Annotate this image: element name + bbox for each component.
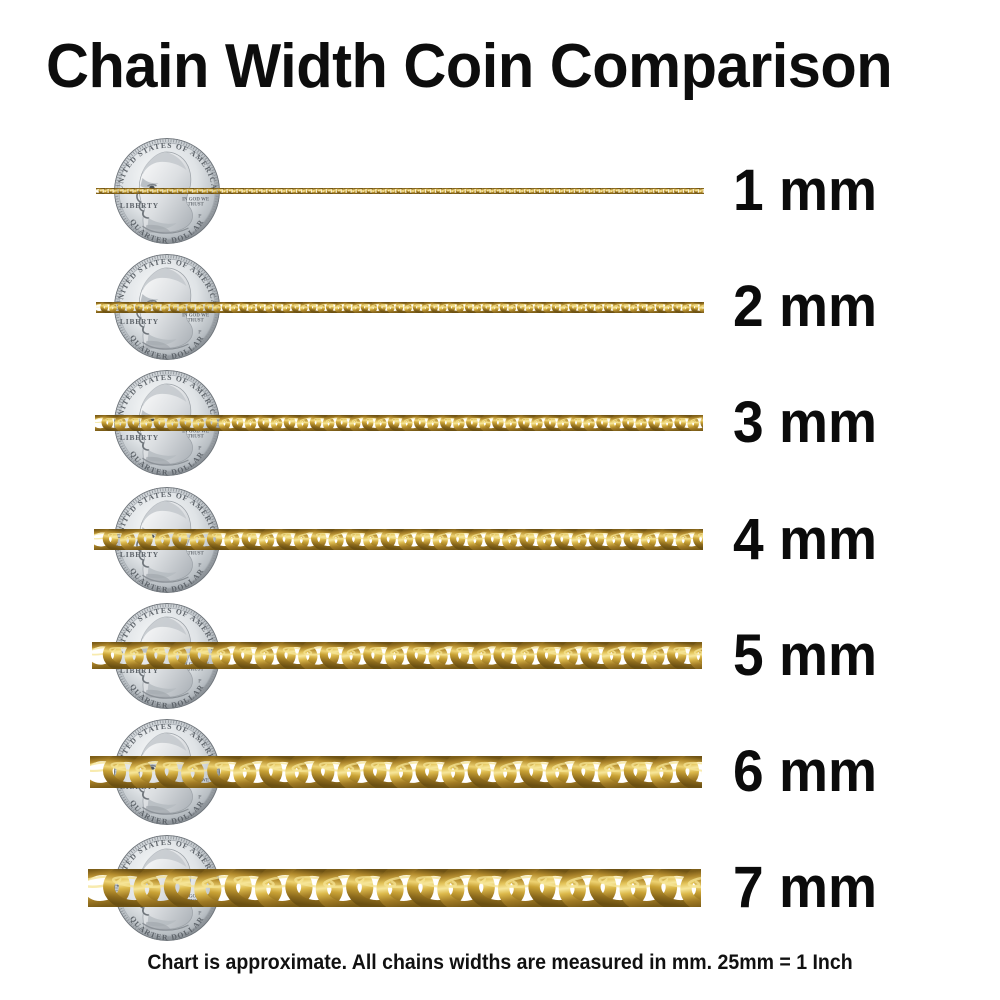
chain-sample-4mm bbox=[94, 529, 703, 551]
chain-row-1mm: UNITED STATES OF AMERICA QUARTER DOLLAR … bbox=[0, 138, 1000, 254]
svg-text:IN GOD WE: IN GOD WE bbox=[182, 198, 209, 203]
chain-width-label-4mm: 4 mm bbox=[733, 506, 877, 572]
chain-width-label-7mm: 7 mm bbox=[733, 855, 877, 921]
chain-width-label-1mm: 1 mm bbox=[733, 158, 877, 223]
svg-text:LIBERTY: LIBERTY bbox=[120, 666, 159, 675]
svg-text:P: P bbox=[198, 911, 202, 917]
svg-text:TRUST: TRUST bbox=[188, 318, 205, 323]
svg-text:IN GOD WE: IN GOD WE bbox=[182, 430, 209, 435]
svg-text:LIBERTY: LIBERTY bbox=[120, 201, 159, 210]
chain-sample-2mm bbox=[96, 301, 704, 313]
svg-text:P: P bbox=[198, 446, 202, 452]
svg-text:IN GOD WE: IN GOD WE bbox=[182, 895, 209, 900]
page-title: Chain Width Coin Comparison bbox=[46, 32, 893, 101]
chain-sample-6mm bbox=[90, 756, 702, 788]
chain-sample-1mm bbox=[96, 188, 704, 194]
svg-text:P: P bbox=[198, 562, 202, 568]
chain-width-label-5mm: 5 mm bbox=[733, 622, 877, 688]
svg-text:P: P bbox=[198, 214, 202, 220]
svg-text:P: P bbox=[198, 795, 202, 801]
chain-row-6mm: UNITED STATES OF AMERICA QUARTER DOLLAR … bbox=[0, 719, 1000, 835]
svg-text:LIBERTY: LIBERTY bbox=[120, 550, 159, 559]
svg-text:LIBERTY: LIBERTY bbox=[120, 433, 159, 442]
chain-row-7mm: UNITED STATES OF AMERICA QUARTER DOLLAR … bbox=[0, 835, 1000, 951]
svg-text:TRUST: TRUST bbox=[188, 202, 205, 207]
chain-width-label-6mm: 6 mm bbox=[733, 739, 877, 804]
chart-disclaimer-caption: Chart is approximate. All chains widths … bbox=[147, 951, 853, 974]
svg-text:TRUST: TRUST bbox=[188, 667, 205, 672]
svg-text:TRUST: TRUST bbox=[188, 551, 205, 556]
chain-sample-7mm bbox=[88, 869, 701, 908]
chain-row-2mm: UNITED STATES OF AMERICA QUARTER DOLLAR … bbox=[0, 254, 1000, 370]
svg-text:P: P bbox=[198, 678, 202, 684]
chain-width-label-3mm: 3 mm bbox=[733, 390, 877, 456]
svg-text:LIBERTY: LIBERTY bbox=[120, 317, 159, 326]
svg-text:P: P bbox=[198, 330, 202, 336]
chain-row-4mm: UNITED STATES OF AMERICA QUARTER DOLLAR … bbox=[0, 486, 1000, 603]
chain-row-3mm: UNITED STATES OF AMERICA QUARTER DOLLAR … bbox=[0, 370, 1000, 486]
chain-row-5mm: UNITED STATES OF AMERICA QUARTER DOLLAR … bbox=[0, 602, 1000, 719]
svg-text:IN GOD WE: IN GOD WE bbox=[182, 314, 209, 319]
svg-text:TRUST: TRUST bbox=[188, 435, 205, 440]
chain-sample-3mm bbox=[95, 415, 703, 432]
chain-sample-5mm bbox=[92, 642, 702, 670]
chain-width-label-2mm: 2 mm bbox=[733, 274, 877, 340]
